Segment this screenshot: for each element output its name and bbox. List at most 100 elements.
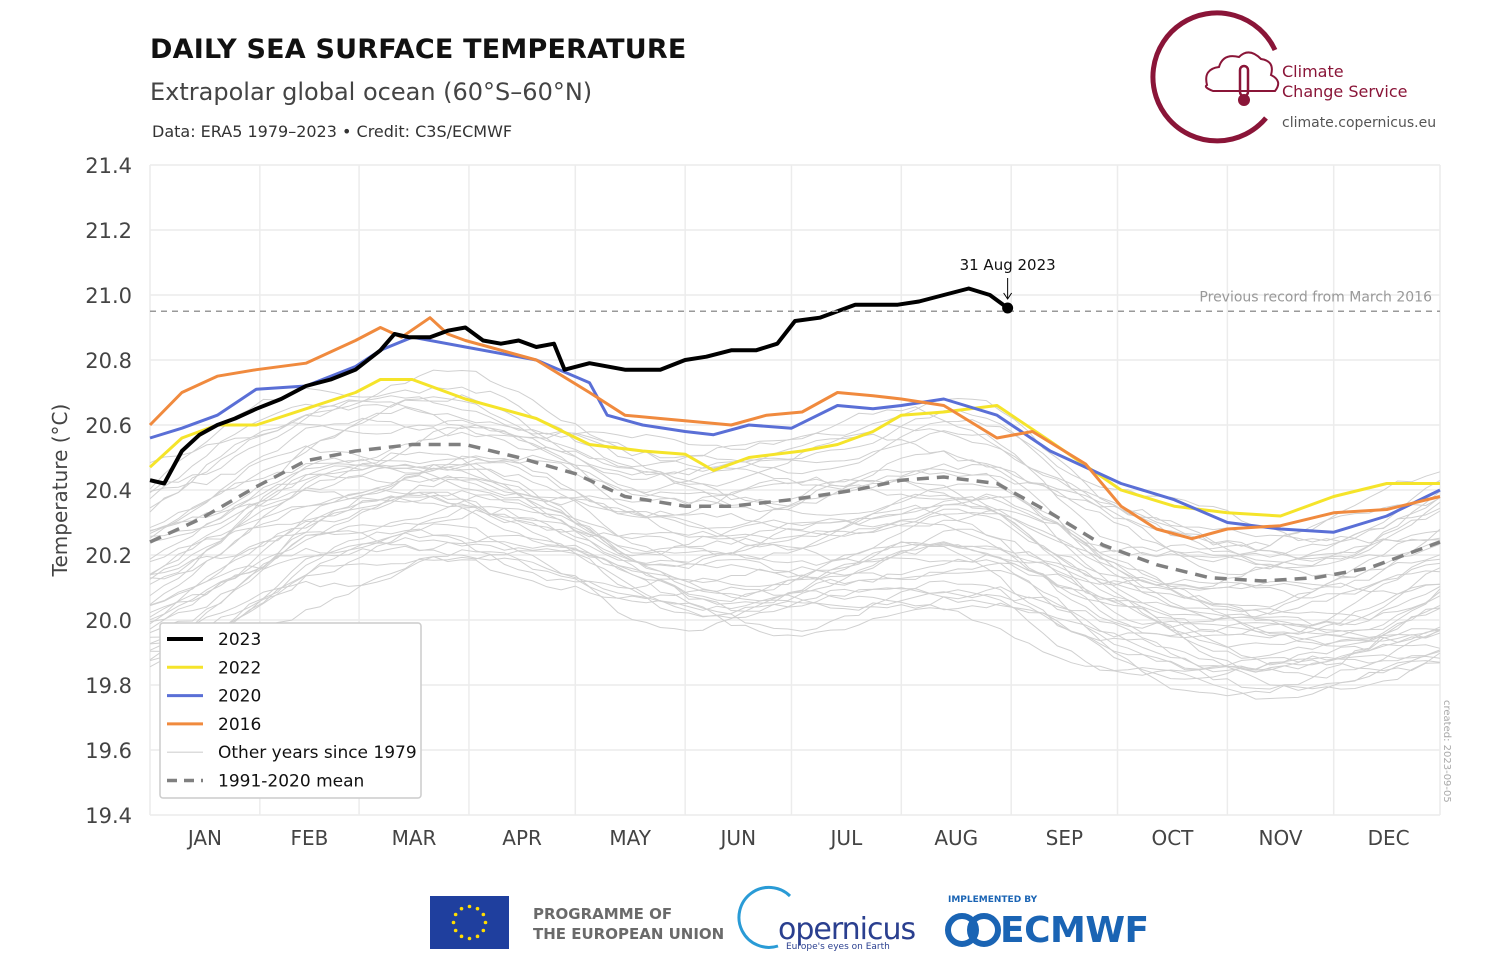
eu-star-icon — [467, 904, 472, 909]
x-tick-label: SEP — [1046, 826, 1083, 850]
y-tick-label: 20.8 — [85, 349, 132, 373]
legend: 2023 2022 2020 2016 Other years since 1979 19… — [159, 622, 422, 799]
other-year-line — [149, 424, 1441, 559]
y-tick-label: 21.2 — [85, 219, 132, 243]
annotations: Previous record from March 2016 31 Aug 20… — [150, 256, 1440, 314]
other-year-line — [149, 463, 1441, 621]
other-year-line — [149, 506, 1441, 646]
other-year-line — [149, 528, 1441, 673]
cloud-icon — [1204, 51, 1280, 92]
other-year-line — [149, 463, 1441, 608]
x-tick-label: DEC — [1368, 826, 1410, 850]
y-tick-label: 19.8 — [85, 674, 132, 698]
series-lines — [148, 286, 1441, 583]
y-tick-label: 21.4 — [85, 154, 132, 178]
eu-star-icon — [475, 934, 480, 939]
legend-label: 2023 — [218, 630, 261, 650]
c3s-logo — [1150, 10, 1280, 144]
other-year-line — [149, 491, 1441, 639]
y-tick-label: 20.0 — [85, 609, 132, 633]
other-year-line — [149, 399, 1441, 576]
other-year-line — [149, 489, 1441, 628]
annotation-label: 31 Aug 2023 — [960, 256, 1056, 274]
c3s-brand-line1: Climate — [1282, 62, 1344, 81]
other-year-line — [149, 495, 1441, 673]
copernicus-logo-icon — [737, 885, 792, 949]
ecmwf-logo-icon — [945, 913, 1001, 947]
eu-programme-text: PROGRAMME OF THE EUROPEAN UNION — [533, 904, 724, 944]
data-credit: Data: ERA5 1979–2023 • Credit: C3S/ECMWF — [152, 122, 513, 141]
legend-label: 1991-2020 mean — [218, 772, 364, 792]
other-year-line — [149, 396, 1441, 567]
x-tick-label: NOV — [1258, 826, 1302, 850]
eu-flag-icon — [430, 896, 509, 949]
x-tick-label: JAN — [186, 826, 222, 850]
c3s-brand-name: Climate Change Service — [1282, 62, 1407, 102]
eu-star-icon — [483, 920, 488, 925]
legend-box — [159, 622, 422, 799]
x-tick-label: JUN — [719, 826, 757, 850]
other-year-line — [149, 454, 1441, 589]
other-year-line — [149, 537, 1441, 673]
annotation-arrowhead — [1003, 292, 1013, 300]
copernicus-wordmark: opernicus — [778, 912, 916, 947]
other-year-line — [149, 556, 1441, 700]
c3s-brand-line2: Change Service — [1282, 82, 1408, 101]
other-year-line — [149, 419, 1441, 569]
eu-star-icon — [453, 912, 458, 917]
legend-label: Other years since 1979 — [218, 743, 417, 763]
x-tick-label: MAR — [392, 826, 437, 850]
eu-star-icon — [451, 920, 456, 925]
y-tick-label: 19.4 — [85, 804, 132, 828]
x-tick-label: MAY — [609, 826, 651, 850]
y-tick-label: 20.2 — [85, 544, 132, 568]
y-tick-label: 19.6 — [85, 739, 132, 763]
thermometer-bulb-icon — [1238, 94, 1250, 106]
implemented-by-label: IMPLEMENTED BY — [948, 895, 1038, 905]
legend-label: 2022 — [218, 658, 261, 678]
x-tick-label: FEB — [291, 826, 329, 850]
record-label: Previous record from March 2016 — [1199, 289, 1432, 305]
other-year-line — [149, 455, 1441, 599]
created-date: created: 2023-09-05 — [1441, 700, 1452, 803]
other-year-line — [149, 491, 1441, 666]
eu-star-icon — [459, 934, 464, 939]
legend-label: 2020 — [218, 687, 261, 707]
chart-subtitle: Extrapolar global ocean (60°S–60°N) — [150, 78, 593, 106]
other-year-line — [149, 451, 1441, 635]
other-year-line — [149, 534, 1441, 672]
eu-star-icon — [481, 928, 486, 933]
c3s-arc-icon — [1150, 10, 1278, 144]
other-year-line — [149, 445, 1441, 591]
axis-ticks: 21.4 21.2 21.0 20.8 20.6 20.4 20.2 20.0 19.8 19.6… — [48, 154, 1410, 850]
other-year-line — [149, 369, 1441, 542]
x-tick-label: AUG — [934, 826, 978, 850]
other-year-line — [149, 495, 1441, 629]
x-tick-label: JUL — [829, 826, 864, 850]
series-line-1991-2020-mean — [149, 442, 1441, 583]
eu-star-icon — [453, 928, 458, 933]
y-tick-label: 20.4 — [85, 479, 132, 503]
eu-star-icon — [459, 906, 464, 911]
eu-programme-line2: THE EUROPEAN UNION — [533, 925, 725, 943]
series-line-2023 — [149, 286, 1009, 486]
legend-label: 2016 — [218, 715, 261, 735]
series-line-2016 — [148, 316, 1441, 541]
other-year-line — [149, 495, 1441, 648]
other-year-line — [149, 507, 1441, 639]
x-tick-label: OCT — [1151, 826, 1194, 850]
other-year-line — [149, 394, 1441, 562]
x-tick-label: APR — [502, 826, 542, 850]
eu-star-icon — [481, 912, 486, 917]
other-year-line — [149, 417, 1441, 563]
c3s-url[interactable]: climate.copernicus.eu — [1282, 115, 1437, 131]
chart-title: DAILY SEA SURFACE TEMPERATURE — [150, 34, 687, 65]
end-point-marker — [1002, 302, 1014, 314]
eu-star-icon — [467, 936, 472, 941]
y-tick-label: 21.0 — [85, 284, 132, 308]
series-line-2020 — [149, 335, 1441, 534]
y-tick-label: 20.6 — [85, 414, 132, 438]
eu-star-icon — [475, 906, 480, 911]
copernicus-tagline: Europe's eyes on Earth — [786, 942, 890, 952]
